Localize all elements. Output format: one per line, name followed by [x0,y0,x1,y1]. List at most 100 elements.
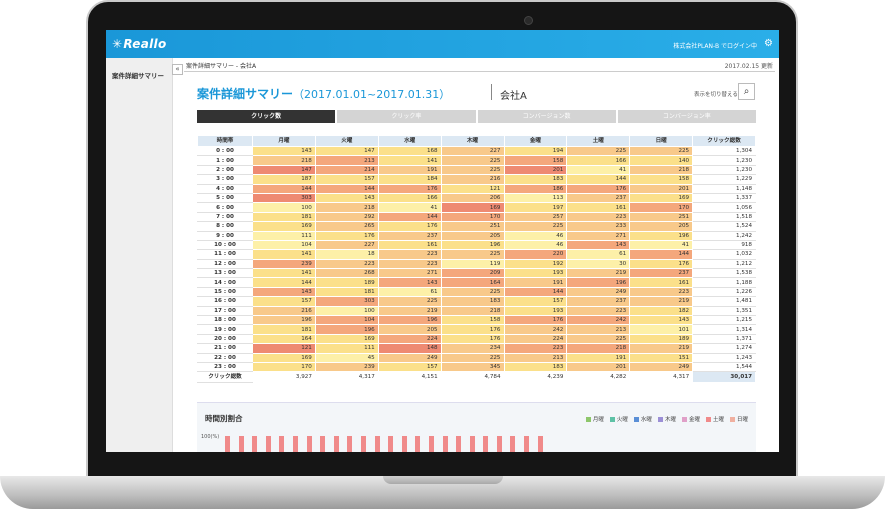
value-cell: 100 [252,202,316,213]
table-row: 18 : 00 196 104 196 158 176 242 143 1,215 [197,315,756,326]
value-cell: 183 [440,296,505,307]
legend-label: 土曜 [712,417,724,423]
legend-swatch [729,416,735,422]
logo-text: Reallo [123,37,167,51]
value-cell: 161 [566,202,631,213]
value-cell: 303 [314,296,379,307]
value-cell: 18 [314,249,379,260]
value-cell: 196 [314,324,379,335]
logo[interactable]: ✳Reallo [112,37,167,51]
hour-cell: 15 : 00 [197,286,253,298]
value-cell: 181 [314,286,379,298]
value-cell: 237 [566,192,631,204]
legend-item[interactable]: 火曜 [609,415,628,423]
value-cell: 191 [377,164,442,176]
column-header[interactable]: クリック総数 [692,135,756,147]
legend-swatch [585,416,591,422]
value-cell: 176 [440,333,505,345]
sidebar-item-summary[interactable]: 案件詳細サマリー [112,72,164,80]
hourly-click-table: 時間帯 月曜 火曜 水曜 木曜 金曜 土曜 日曜 クリック総数 0 : 00 143 147 168 2… [197,135,756,384]
value-cell: 170 [440,211,505,223]
value-cell: 192 [503,258,568,270]
legend-item[interactable]: 木曜 [657,415,676,423]
legend-item[interactable]: 土曜 [705,415,724,423]
ratio-bar [496,436,502,452]
legend-swatch [657,416,663,422]
value-cell: 101 [629,324,694,335]
value-cell: 196 [252,315,316,326]
legend-swatch [681,416,687,422]
ratio-bar [456,436,462,452]
value-cell: 169 [440,202,505,213]
table-row: 6 : 00 100 218 41 169 197 161 170 1,056 [197,202,756,213]
table-row: 13 : 00 141 268 271 209 193 219 237 1,538 [197,268,756,279]
value-cell: 201 [629,183,694,194]
tab-1[interactable]: クリック率 [337,110,476,123]
hour-cell: 10 : 00 [197,239,253,251]
ratio-bar [238,436,244,452]
hour-cell: 17 : 00 [197,305,253,317]
legend-item[interactable]: 水曜 [633,415,652,423]
value-cell: 213 [503,352,568,364]
ratio-bar [265,436,271,452]
column-header[interactable]: 土曜 [566,135,631,147]
value-cell: 157 [252,296,316,307]
row-total-cell: 1,056 [692,202,756,213]
tab-0[interactable]: クリック数 [197,110,336,123]
legend-item[interactable]: 日曜 [729,415,748,423]
ratio-bar [524,436,530,452]
ratio-bar [347,436,353,452]
value-cell: 225 [440,352,505,364]
value-cell: 147 [252,164,316,176]
column-header[interactable]: 木曜 [440,135,505,147]
value-cell: 196 [566,277,631,288]
gear-icon[interactable]: ⚙ [764,38,773,49]
column-header[interactable]: 水曜 [377,135,442,147]
value-cell: 141 [377,155,442,166]
hour-cell: 11 : 00 [197,249,253,260]
value-cell: 170 [629,202,694,213]
value-cell: 157 [503,296,568,307]
tab-3[interactable]: コンバージョン率 [617,110,756,123]
toggle-view-label: 表示を切り替える [694,92,738,98]
title-separator [491,84,492,100]
column-header[interactable]: 時間帯 [197,135,253,147]
value-cell: 61 [566,249,631,260]
value-cell: 242 [503,324,568,335]
value-cell: 220 [503,249,568,260]
ratio-bar [428,436,434,452]
value-cell: 169 [314,333,379,345]
column-header[interactable]: 月曜 [252,135,316,147]
tab-2[interactable]: コンバージョン数 [477,110,616,123]
value-cell: 143 [252,145,316,157]
ratio-bars [225,436,750,452]
value-cell: 144 [566,174,631,185]
value-cell: 239 [252,258,316,270]
ratio-bar [320,436,326,452]
value-cell: 151 [629,352,694,364]
legend-label: 月曜 [592,417,604,423]
collapse-sidebar-button[interactable]: « [172,64,183,75]
value-cell: 45 [314,352,379,364]
hour-cell: 19 : 00 [197,324,253,335]
value-cell: 183 [503,361,568,373]
value-cell: 218 [314,202,379,213]
hour-cell: 0 : 00 [197,145,253,157]
value-cell: 218 [566,343,631,354]
value-cell: 292 [314,211,379,223]
value-cell: 239 [314,361,379,373]
table-row: 4 : 00 144 144 176 121 186 176 201 1,148 [197,183,756,194]
search-button[interactable]: ⌕ [738,83,755,100]
value-cell: 225 [566,145,631,157]
value-cell: 237 [377,230,442,241]
value-cell: 225 [566,333,631,345]
column-header[interactable]: 金曜 [503,135,568,147]
value-cell: 345 [440,361,505,373]
updated-date: 2017.02.15 更新 [724,63,773,70]
legend-item[interactable]: 月曜 [585,415,604,423]
value-cell: 251 [629,211,694,223]
column-header[interactable]: 火曜 [314,135,379,147]
legend-item[interactable]: 金曜 [681,415,700,423]
column-header[interactable]: 日曜 [629,135,694,147]
value-cell: 205 [629,221,694,232]
